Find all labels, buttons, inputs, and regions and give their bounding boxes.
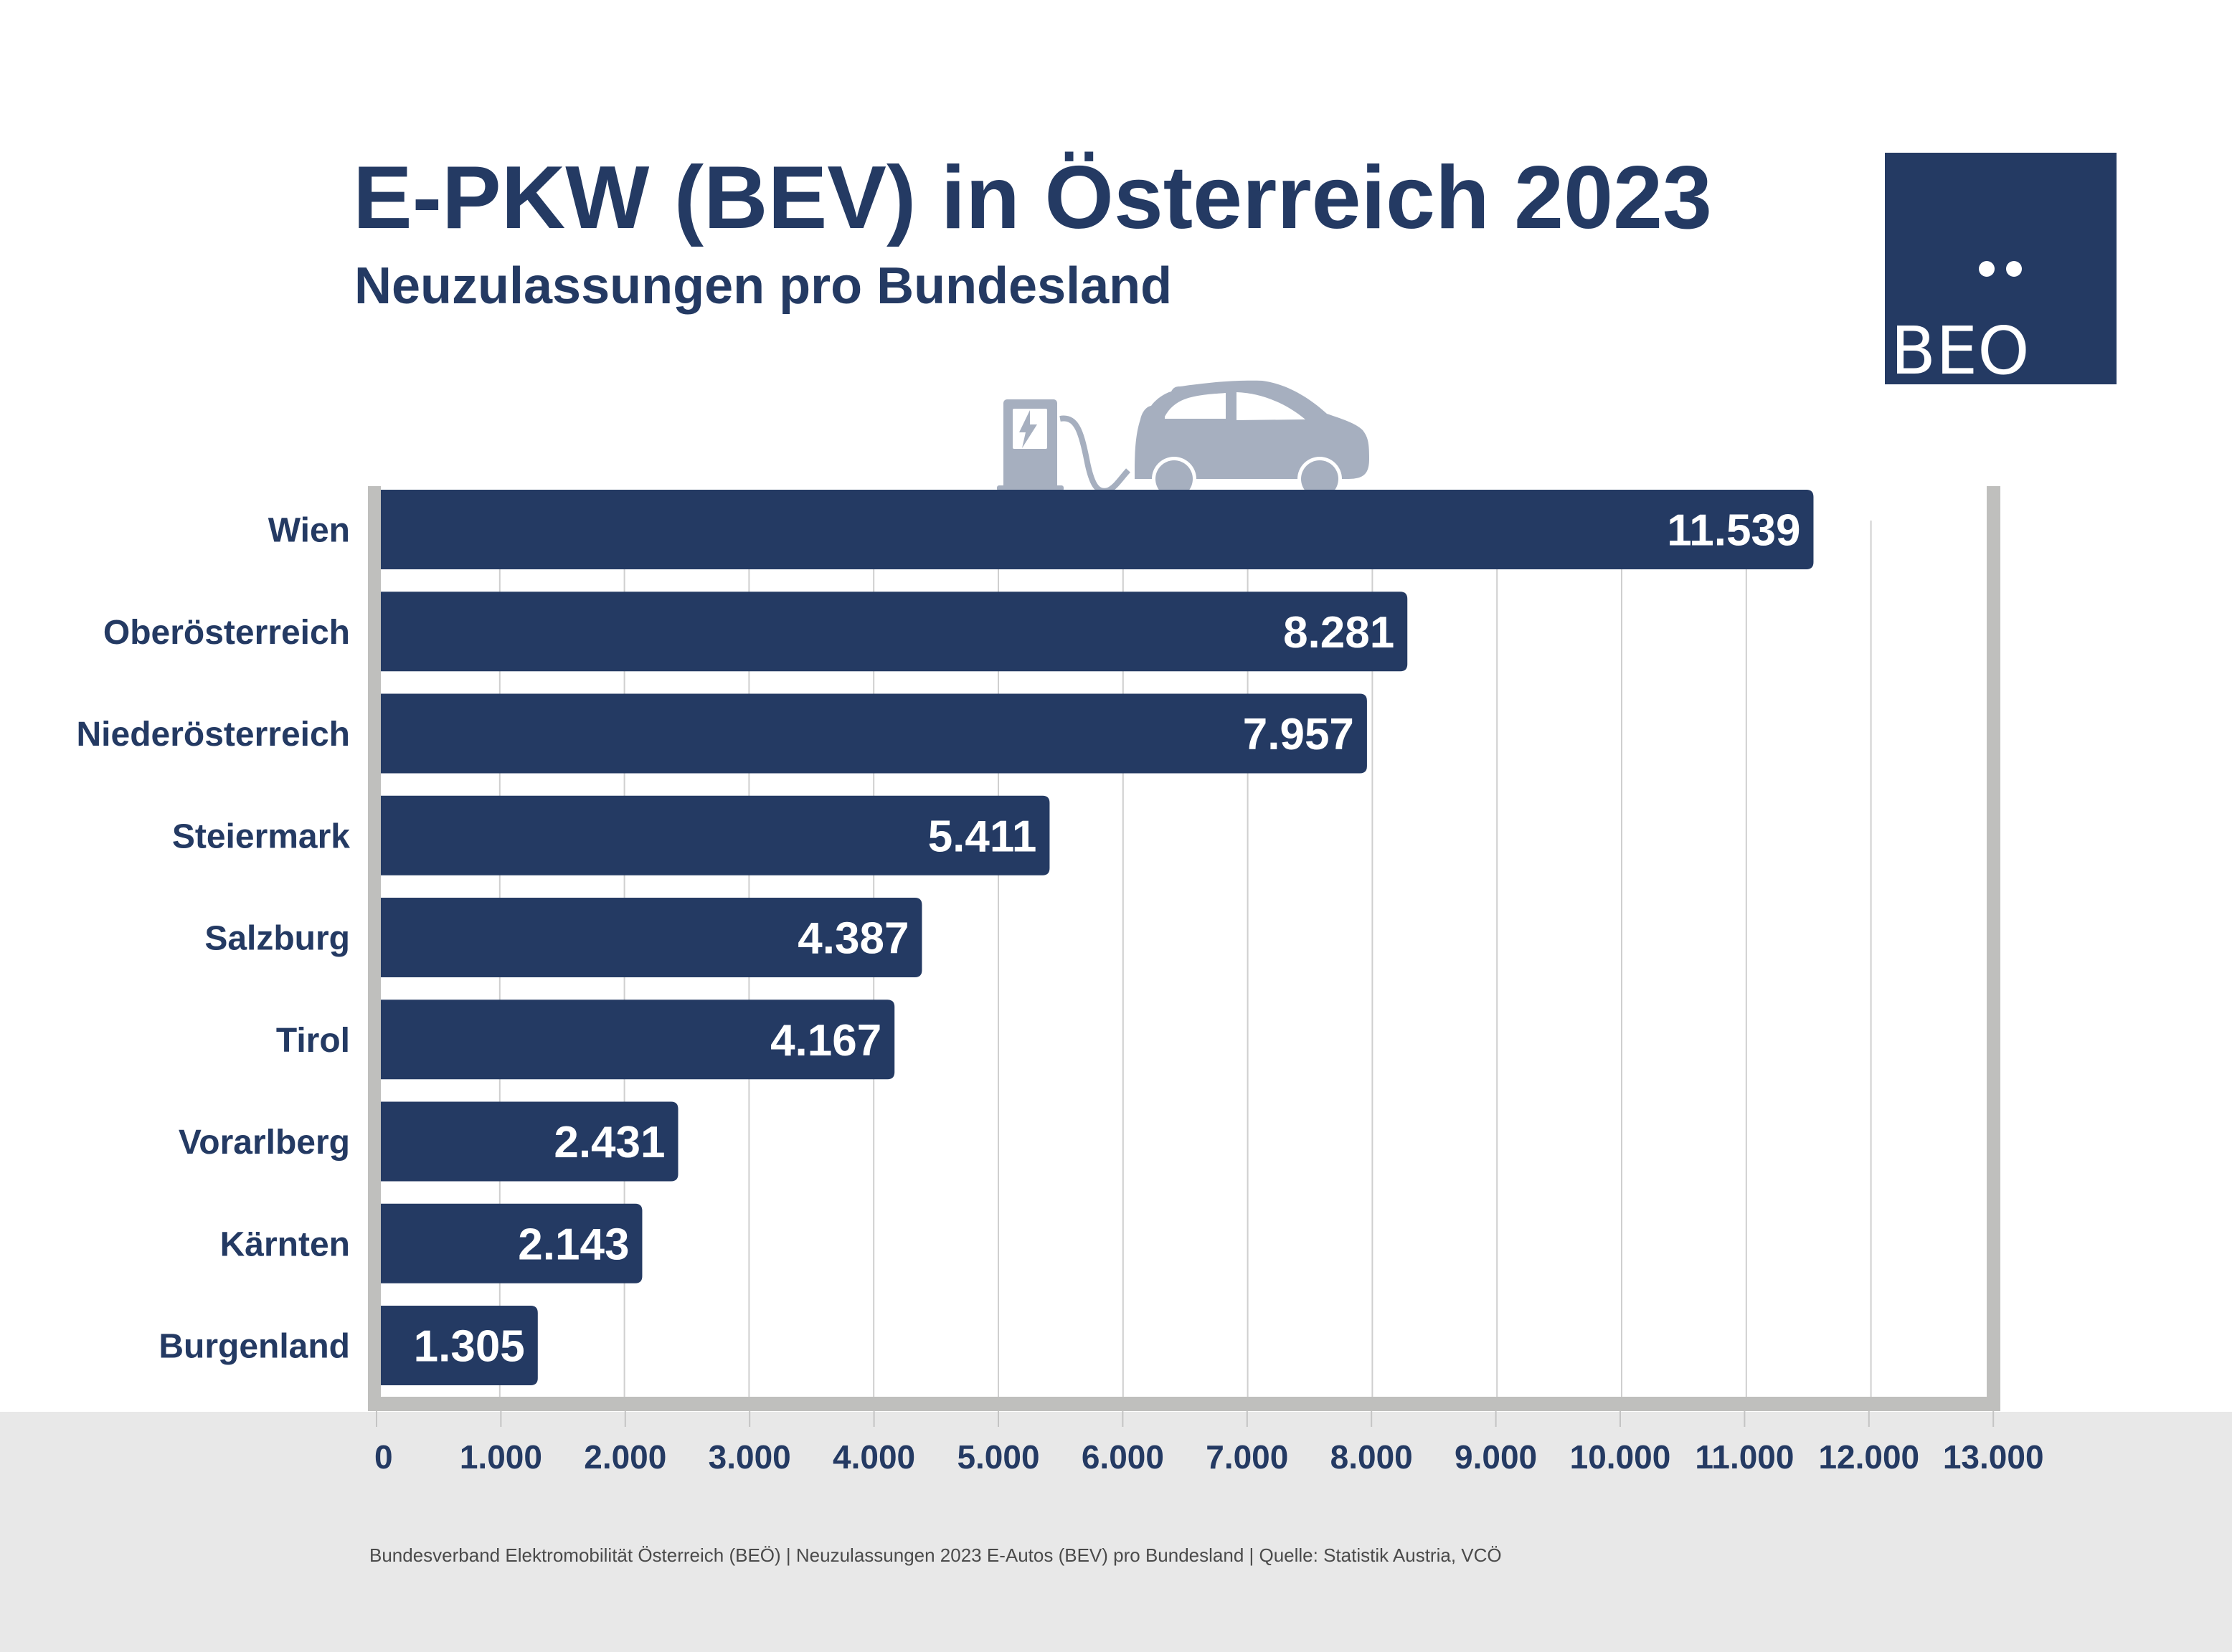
x-tick-label: 4.000 [833,1438,915,1476]
category-label: Tirol [276,1022,350,1060]
logo-text: BEO [1891,313,2030,389]
category-label: Niederösterreich [77,716,351,754]
bars [381,490,1814,1385]
category-label: Oberösterreich [103,614,350,652]
category-label: Burgenland [159,1328,350,1366]
value-label: 5.411 [928,812,1037,861]
bar-7 [381,1101,678,1182]
chart-frame [368,486,2000,1411]
category-labels: Wien Oberösterreich Niederösterreich Steier… [77,512,351,1366]
category-label: Steiermark [172,817,350,855]
x-tick-label: 8.000 [1330,1438,1413,1476]
x-tick-label: 9.000 [1455,1438,1537,1476]
value-label: 4.167 [770,1016,881,1065]
bar-4 [381,795,1050,875]
x-tick-label: 12.000 [1818,1438,1919,1476]
ev-charger-icon [997,399,1130,494]
x-tick-label: 5.000 [957,1438,1039,1476]
frame-right [1987,486,2000,1411]
x-tick-label: 1.000 [460,1438,542,1476]
frame-bottom [368,1397,2000,1411]
beo-logo: BEO [1885,153,2117,389]
x-tick-label: 10.000 [1570,1438,1671,1476]
value-label: 7.957 [1243,710,1354,759]
x-axis-tick-labels: 0 1.000 2.000 3.000 4.000 5.000 6.000 7.000 8.00… [374,1438,2044,1476]
x-tick-label: 7.000 [1206,1438,1288,1476]
frame-left [368,486,381,1411]
electric-car-icon [1135,380,1369,501]
chart-subtitle: Neuzulassungen pro Bundesland [354,257,1172,315]
bar-3 [381,693,1367,774]
x-tick-label: 2.000 [584,1438,666,1476]
x-tick-label: 0 [374,1438,393,1476]
logo-dot-left [1979,261,1995,277]
logo-background [1885,153,2117,384]
value-label: 8.281 [1283,608,1394,658]
bar-8 [381,1203,643,1283]
value-label: 4.387 [798,914,909,964]
chart-title: E-PKW (BEV) in Österreich 2023 [353,148,1712,247]
bar-1 [381,490,1814,569]
footer-source: Bundesverband Elektromobilität Österreic… [369,1544,1502,1566]
value-label: 2.143 [518,1220,629,1269]
bar-5 [381,898,922,977]
value-label: 2.431 [554,1118,665,1167]
value-label: 1.305 [414,1322,525,1372]
logo-dot-right [2006,261,2022,277]
category-label: Wien [268,512,350,550]
category-label: Kärnten [220,1225,350,1263]
x-tick-label: 6.000 [1082,1438,1164,1476]
category-label: Vorarlberg [179,1124,350,1162]
category-label: Salzburg [204,920,350,958]
x-axis-ticks [376,1411,1995,1427]
value-label: 11.539 [1667,506,1800,556]
footer-band [0,1412,2232,1652]
x-tick-label: 3.000 [709,1438,791,1476]
x-tick-label: 11.000 [1695,1438,1794,1476]
bar-6 [381,1000,895,1080]
bar-9 [381,1306,538,1385]
bar-2 [381,592,1408,672]
ev-illustration [997,380,1369,501]
value-labels: 11.539 8.281 7.957 5.411 4.387 4.167 2.431 2.14… [414,506,1801,1372]
x-tick-label: 13.000 [1943,1438,2044,1476]
